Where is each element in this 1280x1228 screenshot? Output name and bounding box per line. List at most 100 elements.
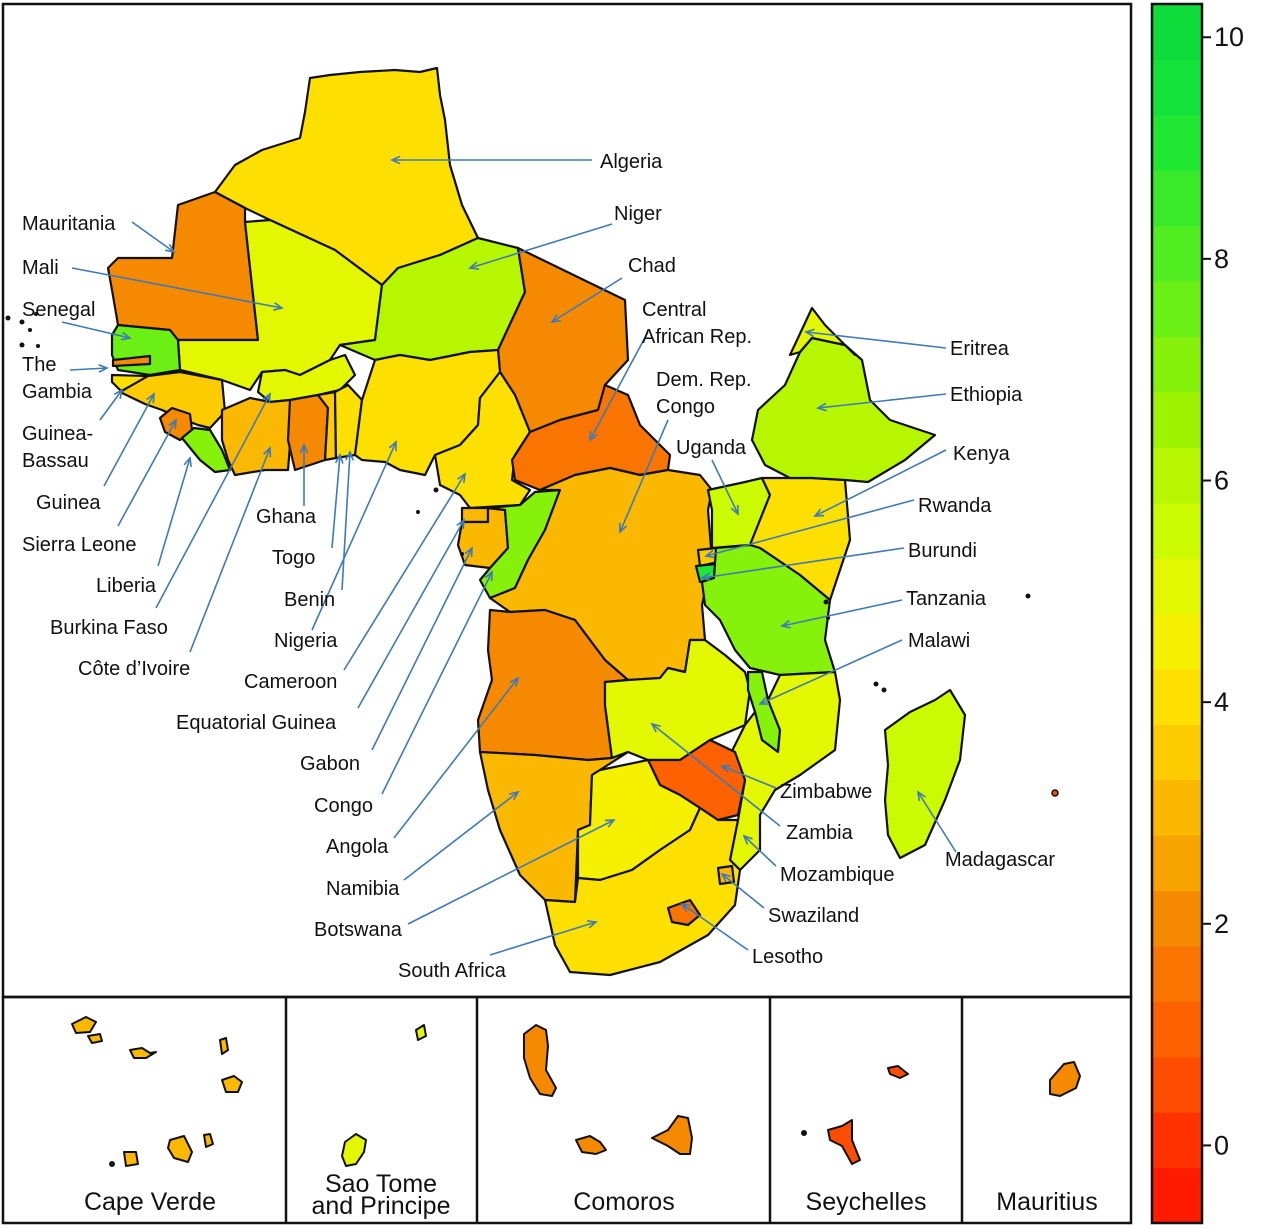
leader-arrowhead [390, 155, 401, 165]
leader-arrowhead [121, 331, 132, 341]
leader-arrowhead [804, 328, 815, 338]
colorbar-bin [1152, 170, 1202, 227]
label-burundi: Burundi [908, 540, 977, 562]
label-mauritania: Mauritania [22, 213, 116, 235]
label-togo: Togo [272, 547, 315, 569]
label-gambia: The Gambia [22, 354, 93, 403]
leader-arrowhead [813, 508, 825, 517]
leader-line [103, 393, 155, 487]
leader-arrowhead [619, 522, 628, 534]
leader-arrowhead [98, 364, 109, 373]
leader-arrowhead [457, 472, 467, 484]
country-madagascar[interactable] [883, 688, 967, 860]
label-burkina-faso: Burkina Faso [50, 617, 168, 639]
leader-line [469, 223, 613, 269]
inset-comoros[interactable]: Comoros [523, 1024, 693, 1216]
colorbar-bin [1152, 890, 1202, 947]
label-chad: Chad [628, 255, 676, 277]
leader-arrowhead [550, 314, 562, 324]
leader-line [681, 903, 749, 951]
colorbar-bin [1152, 1001, 1202, 1058]
leader-arrowhead [468, 261, 480, 270]
inset-label-cape-verde: Cape Verde [84, 1188, 216, 1216]
leader-line [131, 221, 175, 253]
inset-label-sao-tome: Sao Tome and Principe [312, 1170, 451, 1220]
country-gambia[interactable] [111, 354, 152, 368]
country-burkina-faso[interactable] [256, 353, 357, 404]
leader-arrowhead [680, 902, 691, 913]
country-mauritania[interactable] [106, 190, 260, 342]
leader-line [357, 519, 465, 709]
colorbar-bin [1152, 613, 1202, 670]
country-cote-divoire[interactable] [220, 396, 294, 477]
colorbar-bin [1152, 336, 1202, 393]
colorbar-tick-label: 0 [1214, 1130, 1229, 1160]
leader-arrowhead [464, 546, 473, 558]
leader-line [589, 331, 649, 441]
leader-line [711, 459, 739, 515]
country-liberia[interactable] [180, 426, 232, 474]
leader-arrowhead [509, 790, 520, 801]
country-lesotho[interactable] [666, 898, 702, 927]
colorbar-bin [1152, 945, 1202, 1002]
colorbar-tick-label: 6 [1214, 466, 1229, 496]
leader-line [343, 473, 466, 671]
country-senegal[interactable] [110, 323, 182, 377]
colorbar-frame [1150, 2, 1204, 1225]
label-botswana: Botswana [314, 919, 403, 941]
leader-arrowhead [720, 764, 732, 774]
inset-cape-verde[interactable]: Cape Verde [71, 1016, 243, 1216]
label-malawi: Malawi [908, 630, 970, 652]
leader-line [71, 267, 283, 309]
leader-arrowhead [509, 676, 520, 687]
inset-mauritius[interactable]: Mauritius [996, 1061, 1098, 1216]
inset-label-comoros: Comoros [573, 1188, 674, 1216]
leader-arrowhead [146, 392, 155, 404]
leader-arrowhead [334, 453, 344, 464]
label-lesotho: Lesotho [752, 946, 823, 968]
inset-sao-tome[interactable]: Sao Tome and Principe [312, 1024, 451, 1220]
colorbar-bin [1152, 779, 1202, 836]
label-gabon: Gabon [300, 753, 360, 775]
leader-line [99, 389, 123, 421]
leader-arrowhead [388, 440, 397, 452]
leader-arrowhead [168, 418, 177, 430]
leader-line [781, 599, 903, 627]
country-ghana[interactable] [286, 393, 330, 472]
leader-line [393, 677, 519, 839]
colorbar-bin [1152, 668, 1202, 725]
leader-line [407, 819, 615, 925]
label-kenya: Kenya [953, 443, 1011, 465]
leader-line [155, 393, 271, 609]
colorbar-tick-label: 2 [1214, 909, 1229, 939]
colorbar-tick-label: 10 [1214, 22, 1244, 52]
leader-arrowhead [700, 572, 711, 582]
country-ethiopia[interactable] [750, 336, 937, 484]
leader-arrowhead [650, 722, 661, 733]
label-eritrea: Eritrea [950, 338, 1010, 360]
label-niger: Niger [614, 203, 662, 225]
inset-seychelles[interactable]: Seychelles [801, 1065, 926, 1216]
label-equatorial-guinea: Equatorial Guinea [176, 712, 337, 734]
country-zambia[interactable] [603, 638, 752, 762]
colorbar-bin [1152, 835, 1202, 892]
country-togo[interactable] [316, 390, 338, 462]
country-south-africa[interactable] [543, 806, 742, 977]
leader-arrowhead [758, 696, 770, 705]
leader-arrowhead [456, 518, 465, 530]
colorbar-bin [1152, 114, 1202, 171]
label-cote-divoire: Côte d’Ivoire [78, 658, 190, 680]
colorbar-bin [1152, 1112, 1202, 1169]
leader-line [381, 571, 493, 795]
label-guinea-bissau: Guinea-Bassau [22, 423, 93, 472]
label-south-africa: South Africa [398, 960, 507, 982]
country-equatorial-guinea[interactable] [460, 506, 490, 524]
colorbar-bin [1152, 59, 1202, 116]
leader-arrowhead [704, 549, 716, 559]
country-eritrea[interactable] [788, 306, 857, 357]
label-sierra-leone: Sierra Leone [22, 534, 137, 556]
leader-line [817, 393, 947, 409]
country-guinea[interactable] [118, 370, 227, 430]
label-swaziland: Swaziland [768, 905, 859, 927]
